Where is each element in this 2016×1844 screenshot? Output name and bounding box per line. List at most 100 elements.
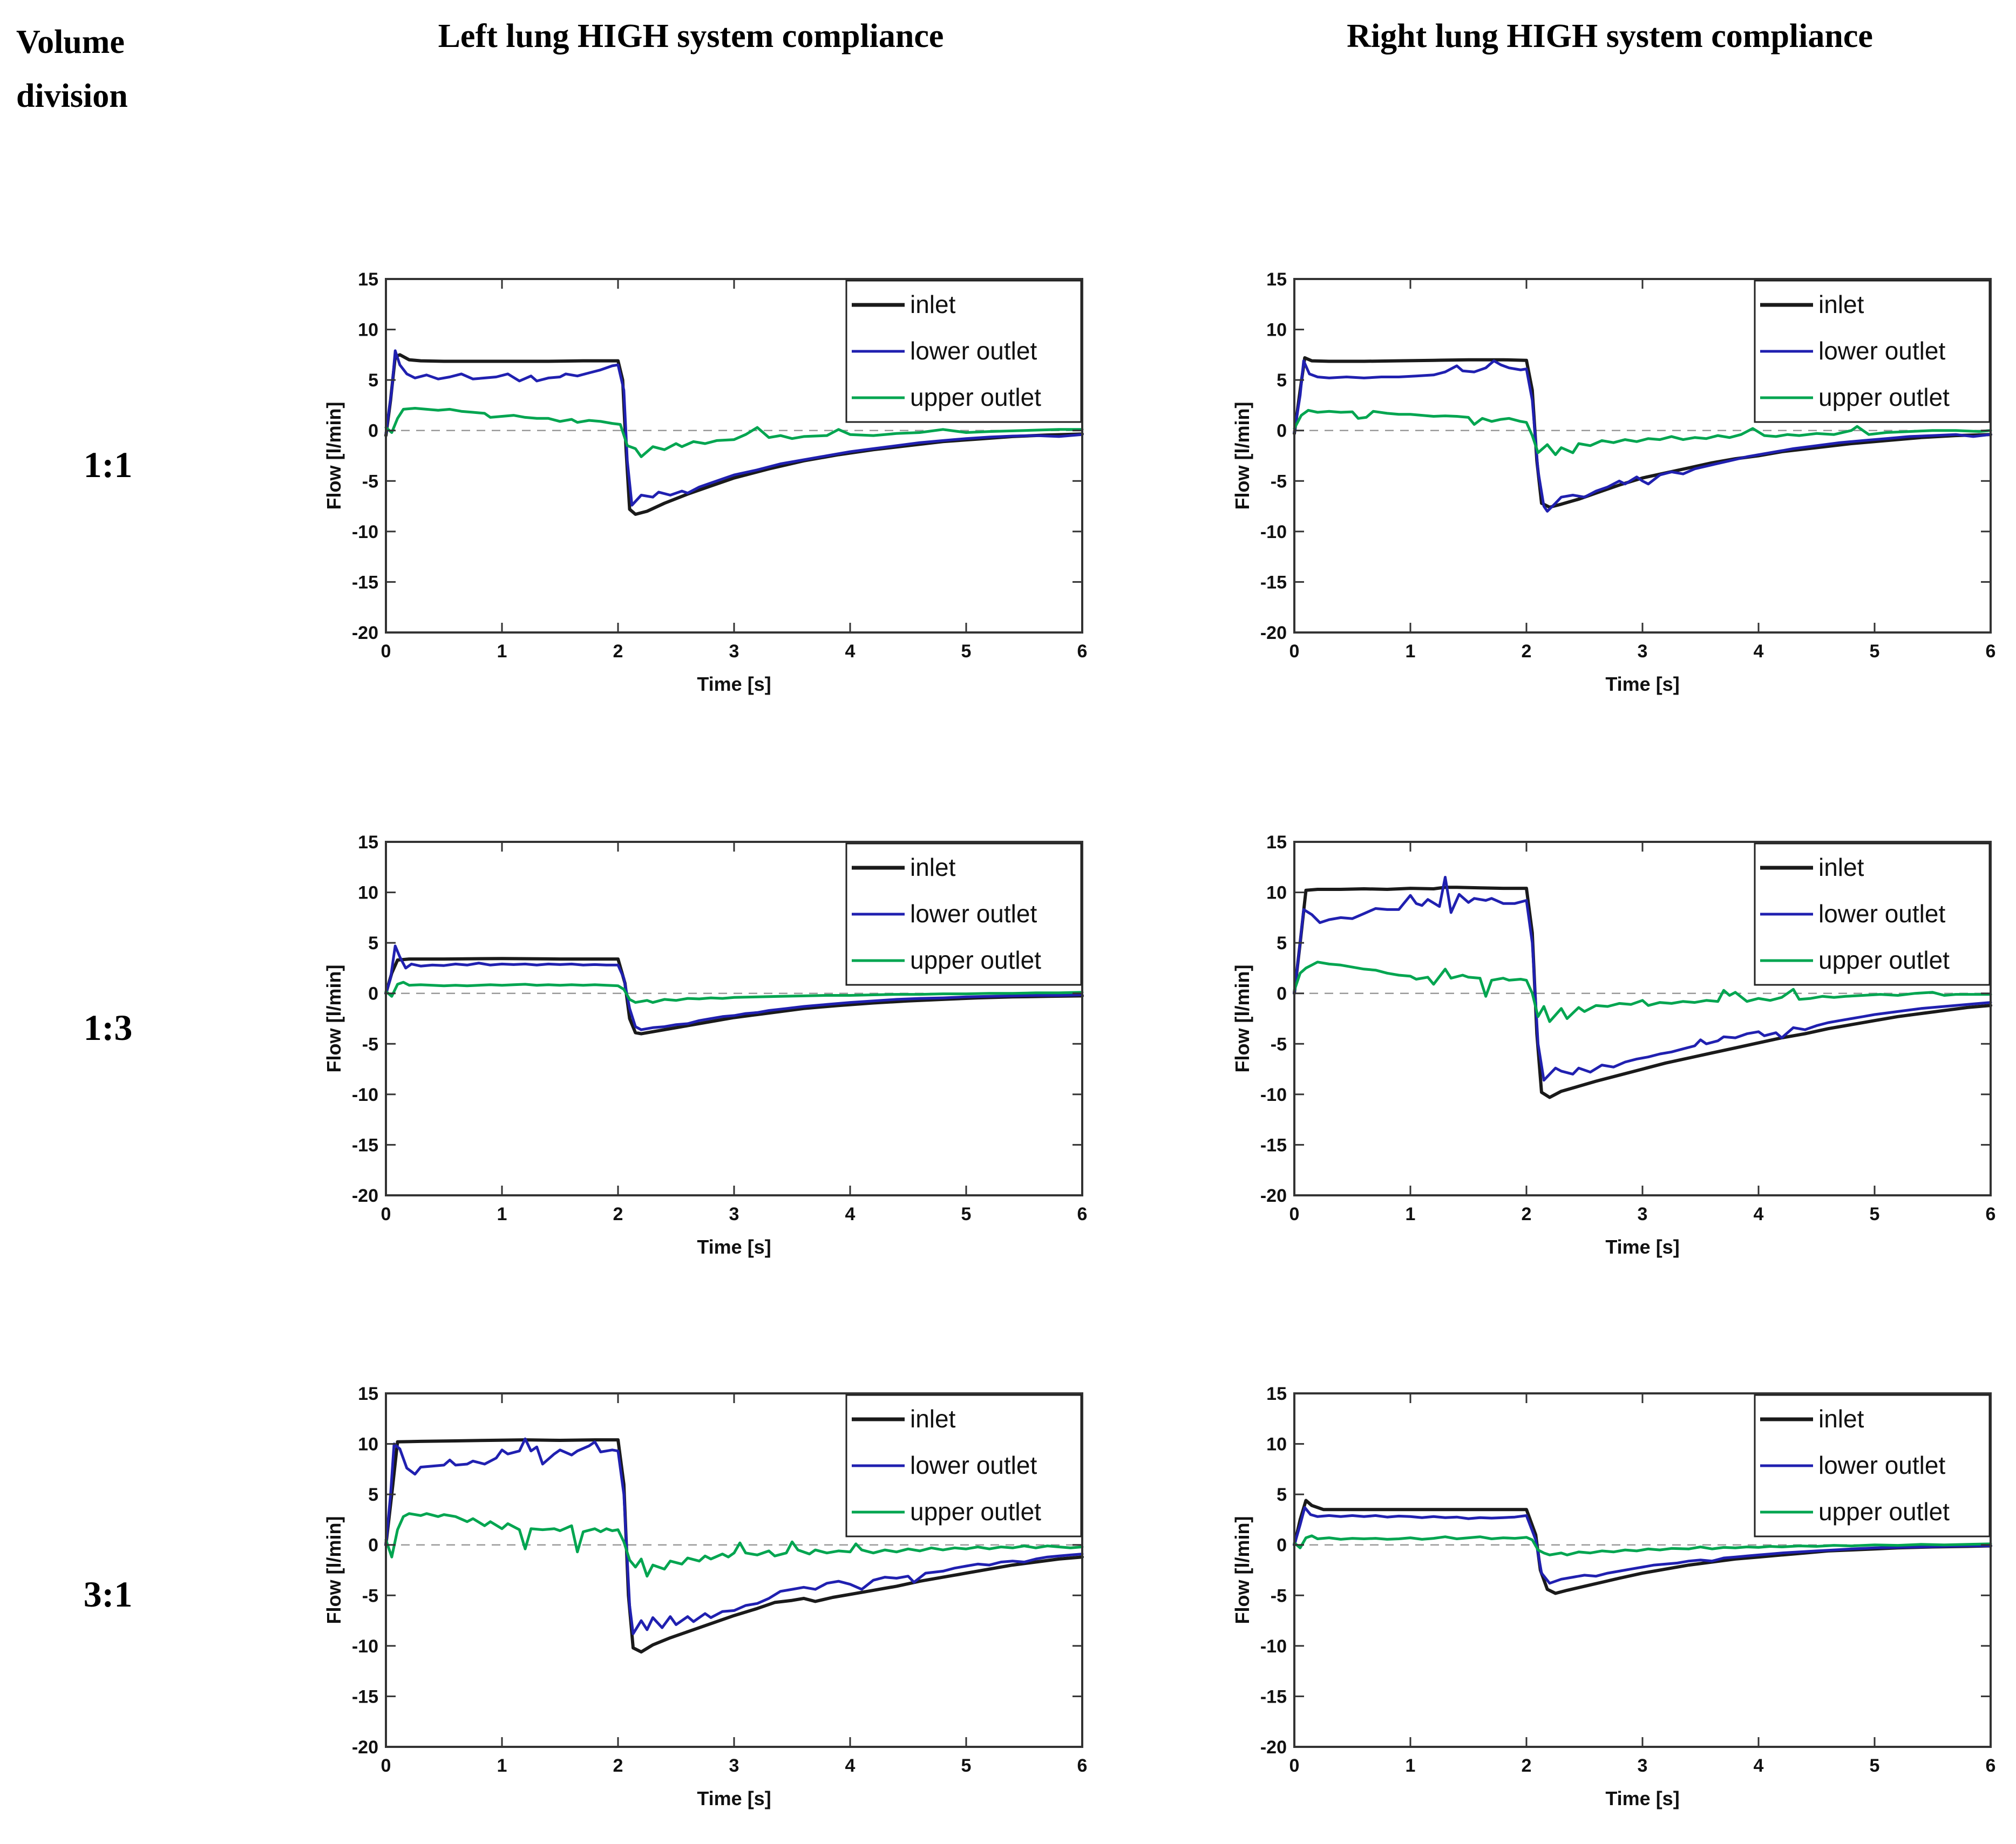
y-axis-title: Flow [l/min] — [323, 965, 345, 1073]
series-inlet — [1293, 356, 1992, 509]
series-inlet — [384, 1438, 1084, 1654]
x-tick-label: 6 — [1986, 1204, 1996, 1224]
y-tick-label: -15 — [1260, 1135, 1287, 1155]
y-tick-label: 15 — [1266, 273, 1287, 290]
y-tick-label: -5 — [362, 1034, 378, 1054]
x-tick-label: 0 — [381, 1755, 391, 1776]
legend-label-upper-outlet: upper outlet — [1818, 946, 1950, 974]
x-tick-label: 4 — [1754, 1755, 1764, 1776]
y-tick-label: 5 — [368, 933, 378, 954]
x-tick-label: 0 — [381, 641, 391, 662]
series-upper-outlet — [1293, 961, 1992, 1023]
y-tick-label: -15 — [352, 572, 378, 593]
series-lower-outlet — [384, 349, 1084, 507]
x-tick-label: 3 — [1638, 1204, 1648, 1224]
series-upper-outlet — [384, 407, 1084, 458]
y-tick-label: 15 — [358, 835, 378, 853]
legend-label-lower-outlet: lower outlet — [1818, 337, 1945, 365]
x-tick-label: 2 — [613, 1204, 623, 1224]
legend-label-inlet: inlet — [910, 1405, 956, 1433]
series-inlet — [384, 353, 1084, 516]
y-tick-label: -10 — [352, 1636, 378, 1657]
x-tick-label: 6 — [1077, 1204, 1088, 1224]
x-tick-label: 6 — [1986, 641, 1996, 662]
x-tick-label: 1 — [1406, 1755, 1416, 1776]
x-tick-label: 4 — [845, 641, 856, 662]
x-axis-title: Time [s] — [1605, 673, 1679, 695]
y-tick-label: -5 — [1271, 1586, 1287, 1606]
x-tick-label: 3 — [729, 1755, 739, 1776]
legend-label-lower-outlet: lower outlet — [910, 1451, 1037, 1479]
x-tick-label: 2 — [613, 1755, 623, 1776]
x-tick-label: 5 — [961, 1204, 972, 1224]
y-tick-label: 5 — [1277, 370, 1287, 391]
y-tick-label: -20 — [1260, 1737, 1287, 1758]
series-inlet — [384, 957, 1084, 1036]
volume-division-label: Volume division — [16, 24, 128, 115]
y-tick-label: 10 — [1266, 320, 1287, 341]
x-tick-label: 3 — [1638, 1755, 1648, 1776]
x-tick-label: 4 — [1754, 641, 1764, 662]
x-axis-title: Time [s] — [1605, 1787, 1679, 1809]
legend-label-lower-outlet: lower outlet — [1818, 900, 1945, 928]
y-tick-label: 10 — [1266, 883, 1287, 903]
series-lower-outlet — [384, 1437, 1084, 1635]
y-axis-title: Flow [l/min] — [1231, 1516, 1253, 1624]
x-tick-label: 2 — [1522, 1204, 1532, 1224]
x-tick-label: 6 — [1986, 1755, 1996, 1776]
legend-label-upper-outlet: upper outlet — [910, 946, 1041, 974]
y-tick-label: 0 — [368, 1535, 378, 1556]
y-tick-label: 5 — [368, 1485, 378, 1505]
legend-label-upper-outlet: upper outlet — [910, 1498, 1041, 1526]
x-tick-label: 3 — [729, 1204, 739, 1224]
series-lower-outlet — [1293, 1506, 1992, 1585]
legend-label-upper-outlet: upper outlet — [1818, 383, 1950, 411]
y-tick-label: -5 — [1271, 1034, 1287, 1054]
y-tick-label: 15 — [1266, 835, 1287, 853]
y-tick-label: -20 — [352, 1186, 378, 1206]
legend-label-upper-outlet: upper outlet — [910, 383, 1041, 411]
y-tick-label: -15 — [1260, 572, 1287, 593]
x-tick-label: 2 — [1522, 641, 1532, 662]
x-tick-label: 4 — [845, 1755, 856, 1776]
legend-label-inlet: inlet — [910, 853, 956, 881]
y-axis-title: Flow [l/min] — [323, 402, 345, 510]
legend-label-lower-outlet: lower outlet — [910, 337, 1037, 365]
y-tick-label: -5 — [362, 1586, 378, 1606]
series-lower-outlet — [384, 944, 1084, 1031]
y-tick-label: 15 — [358, 1387, 378, 1404]
y-tick-label: 5 — [1277, 1485, 1287, 1505]
chart-3-1-right-lung: 15 10 5 0 -5 -10 -15 -20 0 1 2 3 4 5 6 Flow [l/min] Time… — [1230, 1387, 1996, 1844]
left-column-header: Left lung HIGH system compliance — [438, 18, 944, 55]
chart-1-1-left-lung: 15 10 5 0 -5 -10 -15 -20 0 1 2 3 4 5 6 Flow [l/min] Time… — [321, 273, 1088, 731]
y-tick-label: -20 — [352, 623, 378, 643]
y-tick-label: -20 — [1260, 623, 1287, 643]
x-tick-label: 1 — [497, 641, 507, 662]
y-tick-label: 15 — [1266, 1387, 1287, 1404]
legend-label-inlet: inlet — [910, 290, 956, 318]
chart-3-1-left-lung: 15 10 5 0 -5 -10 -15 -20 0 1 2 3 4 5 6 Flow [l/min] Time… — [321, 1387, 1088, 1844]
series-upper-outlet — [1293, 409, 1992, 457]
legend-label-inlet: inlet — [1818, 290, 1864, 318]
y-tick-label: 5 — [368, 370, 378, 391]
y-tick-label: -10 — [352, 1085, 378, 1105]
x-tick-label: 6 — [1077, 1755, 1088, 1776]
x-axis-title: Time [s] — [697, 1236, 771, 1258]
y-tick-label: -5 — [1271, 471, 1287, 492]
y-tick-label: 15 — [358, 273, 378, 290]
chart-1-3-right-lung: 15 10 5 0 -5 -10 -15 -20 0 1 2 3 4 5 6 Flow [l/min] Time… — [1230, 835, 1996, 1294]
x-tick-label: 0 — [1289, 1204, 1300, 1224]
x-tick-label: 5 — [1870, 641, 1880, 662]
x-tick-label: 1 — [497, 1204, 507, 1224]
x-tick-label: 1 — [1406, 641, 1416, 662]
x-tick-label: 3 — [1638, 641, 1648, 662]
series-lower-outlet — [1293, 359, 1992, 513]
y-axis-title: Flow [l/min] — [323, 1516, 345, 1624]
y-tick-label: -5 — [362, 471, 378, 492]
legend-label-inlet: inlet — [1818, 853, 1864, 881]
y-tick-label: -10 — [352, 522, 378, 542]
row-label-1-1: 1:1 — [83, 444, 133, 485]
x-tick-label: 5 — [1870, 1204, 1880, 1224]
x-tick-label: 4 — [1754, 1204, 1764, 1224]
